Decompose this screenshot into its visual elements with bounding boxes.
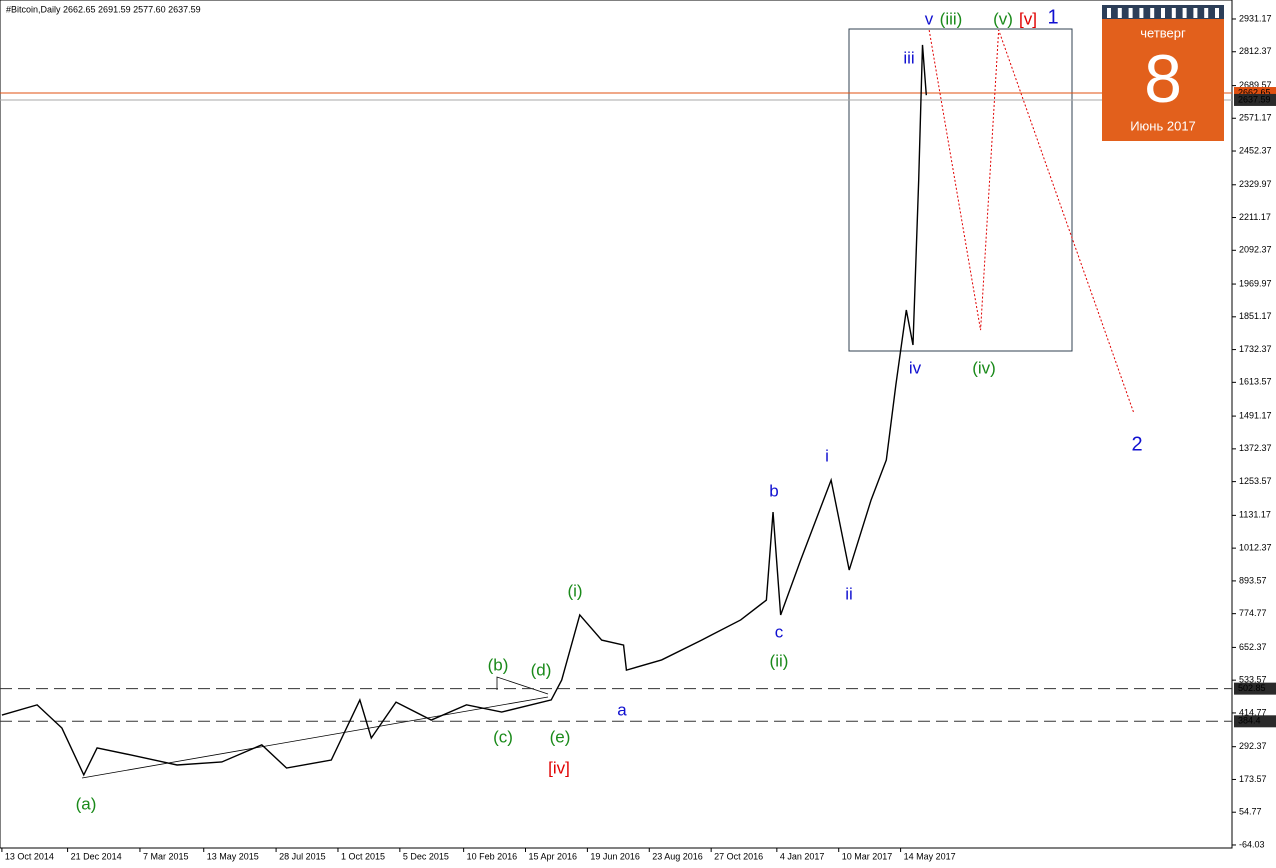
level-label: 502.85 bbox=[1238, 683, 1266, 693]
x-tick-label: 14 May 2017 bbox=[904, 851, 956, 861]
y-tick-label: 2689.57 bbox=[1239, 80, 1272, 90]
x-tick-label: 7 Mar 2015 bbox=[143, 851, 189, 861]
calendar-ring bbox=[1117, 8, 1122, 18]
y-tick-label: 1732.37 bbox=[1239, 344, 1272, 354]
wave-label: i bbox=[825, 446, 829, 465]
wave-label: [iv] bbox=[548, 758, 570, 777]
wave-label: ii bbox=[845, 584, 853, 603]
y-tick-label: 1491.17 bbox=[1239, 410, 1272, 420]
calendar-body bbox=[1102, 5, 1224, 141]
wave-label: [v] bbox=[1019, 9, 1037, 28]
level-label: 384.4 bbox=[1238, 716, 1261, 726]
x-tick-label: 1 Oct 2015 bbox=[341, 851, 385, 861]
y-tick-label: 2571.17 bbox=[1239, 113, 1272, 123]
calendar-ring bbox=[1139, 8, 1144, 18]
x-tick-label: 10 Mar 2017 bbox=[842, 851, 893, 861]
projection-line bbox=[928, 29, 1135, 414]
y-tick-label: 1613.57 bbox=[1239, 377, 1272, 387]
y-tick-label: 2931.17 bbox=[1239, 13, 1272, 23]
wave-label: 1 bbox=[1047, 6, 1058, 28]
y-tick-label: 292.37 bbox=[1239, 741, 1267, 751]
calendar: четверг 8 Июнь 2017 bbox=[1102, 5, 1224, 141]
y-tick-label: 2329.97 bbox=[1239, 179, 1272, 189]
price-label: 2662.65 bbox=[1238, 87, 1271, 97]
y-tick-label: -64.03 bbox=[1239, 839, 1265, 849]
y-tick-label: 652.37 bbox=[1239, 642, 1267, 652]
x-tick-label: 21 Dec 2014 bbox=[71, 851, 122, 861]
x-tick-label: 5 Dec 2015 bbox=[403, 851, 449, 861]
calendar-ring bbox=[1128, 8, 1133, 18]
y-tick-label: 1253.57 bbox=[1239, 476, 1272, 486]
wave-label: (i) bbox=[567, 581, 582, 600]
level-tag bbox=[1234, 682, 1276, 695]
calendar-month: Июнь 2017 bbox=[1130, 118, 1196, 133]
y-tick-label: 414.77 bbox=[1239, 707, 1267, 717]
y-tick-label: 893.57 bbox=[1239, 575, 1267, 585]
wave-label: iv bbox=[909, 358, 922, 377]
y-tick-label: 1851.17 bbox=[1239, 311, 1272, 321]
price-tag bbox=[1234, 93, 1276, 106]
wave-label: (iii) bbox=[940, 9, 963, 28]
y-tick-label: 2812.37 bbox=[1239, 46, 1272, 56]
y-tick-label: 1012.37 bbox=[1239, 543, 1272, 553]
y-tick-label: 774.77 bbox=[1239, 608, 1267, 618]
calendar-ring bbox=[1215, 8, 1219, 18]
x-tick-label: 23 Aug 2016 bbox=[652, 851, 703, 861]
calendar-day: 8 bbox=[1144, 41, 1182, 117]
wave-box bbox=[848, 28, 1073, 352]
y-tick-label: 2452.37 bbox=[1239, 145, 1272, 155]
calendar-ring bbox=[1193, 8, 1198, 18]
x-tick-label: 19 Jun 2016 bbox=[590, 851, 640, 861]
y-tick-label: 1372.37 bbox=[1239, 443, 1272, 453]
calendar-ring bbox=[1204, 8, 1209, 18]
calendar-ring bbox=[1161, 8, 1165, 18]
y-tick-label: 173.57 bbox=[1239, 774, 1267, 784]
x-tick-label: 28 Jul 2015 bbox=[279, 851, 326, 861]
y-tick-label: 1131.17 bbox=[1239, 510, 1271, 520]
x-tick-label: 13 May 2015 bbox=[207, 851, 259, 861]
y-tick-label: 533.57 bbox=[1239, 675, 1267, 685]
wave-label: b bbox=[769, 481, 778, 500]
wave-label: v bbox=[925, 9, 934, 28]
x-tick-label: 10 Feb 2016 bbox=[467, 851, 518, 861]
calendar-ring bbox=[1182, 8, 1187, 18]
wave-label: (e) bbox=[550, 727, 571, 746]
calendar-ring bbox=[1107, 8, 1111, 18]
calendar-ring bbox=[1171, 8, 1176, 18]
wave-label: (iv) bbox=[972, 358, 996, 377]
x-tick-label: 4 Jan 2017 bbox=[780, 851, 825, 861]
wave-label: (a) bbox=[76, 794, 97, 813]
wave-label: 2 bbox=[1131, 433, 1142, 455]
y-tick-label: 2092.37 bbox=[1239, 245, 1272, 255]
y-tick-label: 1969.97 bbox=[1239, 278, 1272, 288]
level-tag bbox=[1234, 715, 1276, 728]
trendline bbox=[81, 696, 549, 779]
x-tick-label: 15 Apr 2016 bbox=[529, 851, 578, 861]
x-tick-label: 13 Oct 2014 bbox=[5, 851, 54, 861]
price-label: 2637.59 bbox=[1238, 94, 1271, 104]
plot-frame bbox=[0, 0, 1233, 849]
y-tick-label: 54.77 bbox=[1239, 807, 1262, 817]
wave-label: c bbox=[775, 622, 784, 641]
wave-label: (d) bbox=[531, 660, 552, 679]
y-tick-label: 2211.17 bbox=[1239, 212, 1271, 222]
header: #Bitcoin,Daily 2662.65 2691.59 2577.60 2… bbox=[6, 4, 201, 14]
x-tick-label: 27 Oct 2016 bbox=[714, 851, 763, 861]
calendar-ring bbox=[1150, 8, 1155, 18]
wave-label: (b) bbox=[488, 655, 509, 674]
wave-label: a bbox=[617, 700, 627, 719]
calendar-weekday: четверг bbox=[1140, 25, 1186, 40]
wave-label: (v) bbox=[993, 9, 1013, 28]
wave-label: iii bbox=[903, 48, 914, 67]
wave-label: (c) bbox=[493, 727, 513, 746]
wave-label: (ii) bbox=[770, 651, 789, 670]
price-series bbox=[1, 44, 928, 777]
